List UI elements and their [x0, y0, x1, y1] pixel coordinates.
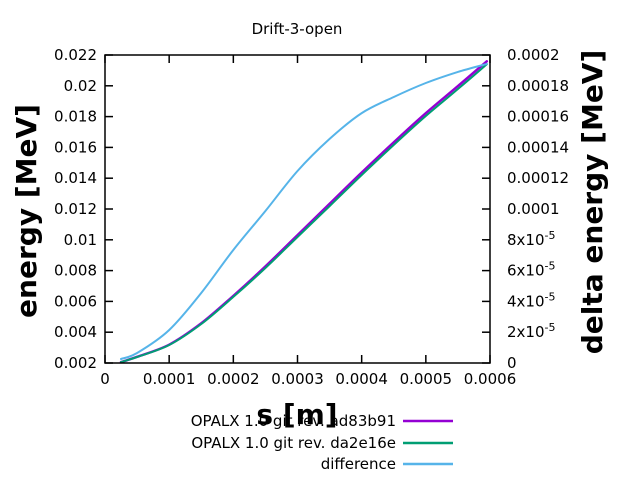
y-right-tick-label: 4x10-5 — [507, 290, 555, 310]
axis-ticks: 0 0.0001 0.0002 0.0003 0.0004 0.0005 0.0006 0.0… — [54, 46, 569, 388]
y-left-tick-label: 0.022 — [54, 46, 97, 64]
y-left-tick-label: 0.016 — [54, 138, 97, 156]
x-tick-label: 0.0005 — [400, 370, 453, 388]
y-left-tick-label: 0.008 — [54, 262, 97, 280]
y-left-tick-label: 0.02 — [64, 77, 97, 95]
x-tick-label: 0.0003 — [271, 370, 324, 388]
y-right-tick-label: 0 — [507, 354, 517, 372]
y-right-tick-label: 0.00018 — [507, 77, 569, 95]
chart-title: Drift-3-open — [252, 20, 343, 38]
y-left-tick-label: 0.01 — [64, 231, 97, 249]
y-right-tick-label: 8x10-5 — [507, 229, 555, 249]
legend: OPALX 1.0 git rev. ad83b91 OPALX 1.0 git… — [191, 412, 453, 473]
data-curves — [119, 60, 489, 364]
y-right-tick-label: 2x10-5 — [507, 321, 555, 341]
y-left-tick-label: 0.006 — [54, 292, 97, 310]
x-axis-label: s [m] — [256, 398, 337, 431]
y-right-tick-label: 0.0001 — [507, 200, 560, 218]
curve-ad83b91 — [119, 60, 489, 364]
x-tick-label: 0 — [100, 370, 110, 388]
y-axis-label-right: delta energy [MeV] — [576, 50, 609, 355]
legend-label-series-2: OPALX 1.0 git rev. da2e16e — [191, 434, 396, 452]
y-left-tick-label: 0.012 — [54, 200, 97, 218]
curve-da2e16e — [120, 63, 488, 364]
y-left-tick-label: 0.014 — [54, 169, 97, 187]
y-left-tick-label: 0.002 — [54, 354, 97, 372]
x-tick-label: 0.0002 — [207, 370, 260, 388]
y-right-tick-label: 0.00016 — [507, 108, 569, 126]
y-left-tick-label: 0.018 — [54, 108, 97, 126]
x-tick-label: 0.0006 — [464, 370, 517, 388]
y-right-tick-label: 0.00014 — [507, 138, 569, 156]
legend-label-series-1: OPALX 1.0 git rev. ad83b91 — [191, 412, 396, 430]
y-right-tick-label: 6x10-5 — [507, 260, 555, 280]
y-left-tick-label: 0.004 — [54, 323, 97, 341]
curve-difference — [120, 62, 488, 360]
legend-label-series-3: difference — [321, 455, 396, 473]
x-tick-label: 0.0001 — [143, 370, 196, 388]
y-right-tick-label: 0.00012 — [507, 169, 569, 187]
x-tick-label: 0.0004 — [335, 370, 388, 388]
y-right-tick-label: 0.0002 — [507, 46, 560, 64]
plot-border — [104, 54, 491, 364]
y-axis-label-left: energy [MeV] — [10, 104, 43, 318]
